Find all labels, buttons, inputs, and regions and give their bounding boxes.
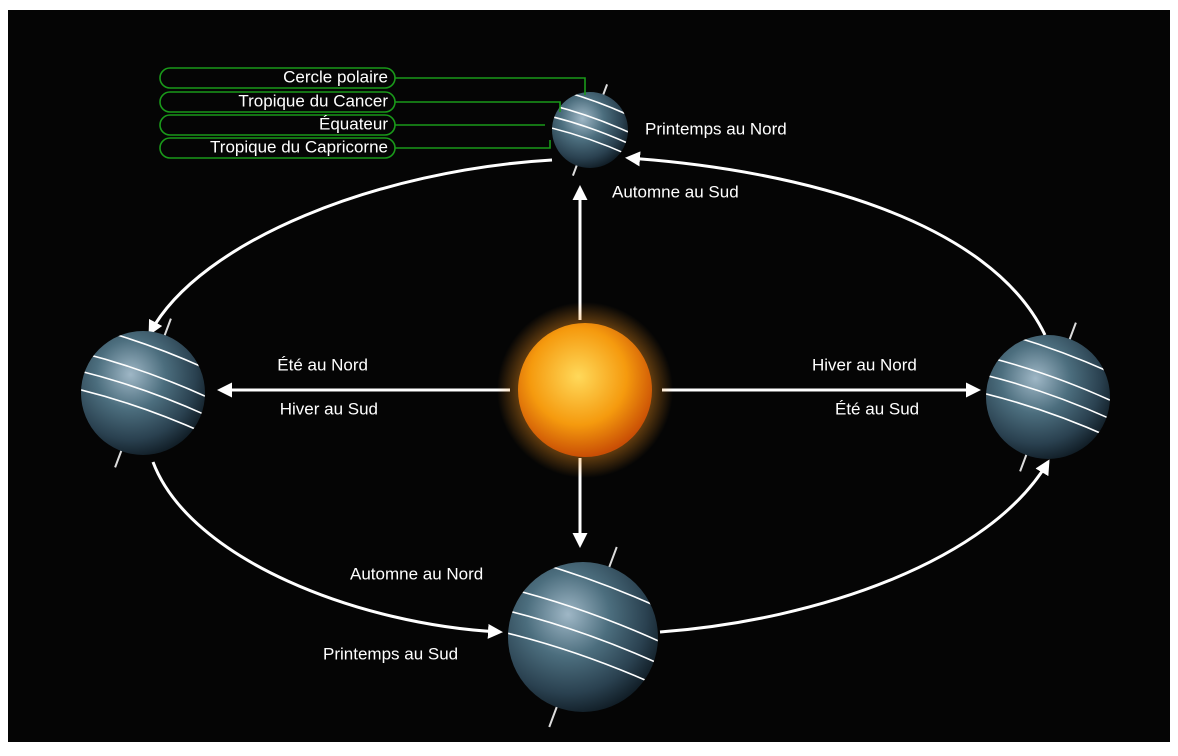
legend-label: Cercle polaire bbox=[283, 67, 388, 86]
season-label: Automne au Sud bbox=[612, 182, 739, 201]
globe bbox=[81, 331, 205, 455]
season-label: Été au Nord bbox=[277, 355, 368, 374]
globe bbox=[552, 92, 628, 168]
legend-label: Équateur bbox=[319, 114, 388, 133]
season-label: Hiver au Nord bbox=[812, 355, 917, 374]
legend-label: Tropique du Capricorne bbox=[210, 137, 388, 156]
page: {"legend":{"items":["Cercle polaire","Tr… bbox=[0, 0, 1178, 751]
sun bbox=[518, 323, 652, 457]
diagram: Cercle polaire Tropique du Cancer Équate… bbox=[0, 0, 1178, 751]
season-label: Printemps au Sud bbox=[323, 644, 458, 663]
globe bbox=[508, 562, 658, 712]
season-label: Printemps au Nord bbox=[645, 119, 787, 138]
globe bbox=[986, 335, 1110, 459]
legend-label: Tropique du Cancer bbox=[238, 91, 388, 110]
season-label: Été au Sud bbox=[835, 399, 919, 418]
season-label: Hiver au Sud bbox=[280, 399, 378, 418]
season-label: Automne au Nord bbox=[350, 564, 483, 583]
